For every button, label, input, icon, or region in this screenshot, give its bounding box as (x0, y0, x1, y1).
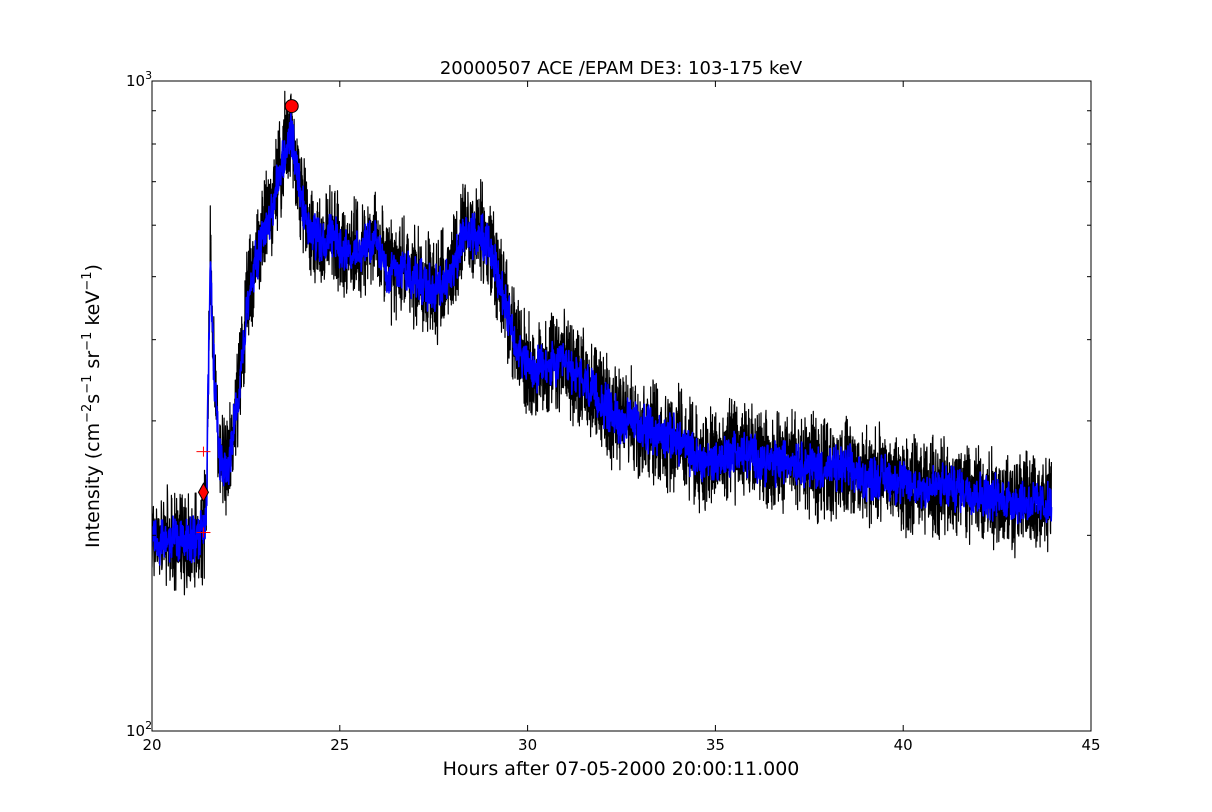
x-tick-label: 30 (518, 736, 537, 754)
x-axis-ticks: 20 25 30 35 40 45 (142, 81, 1101, 754)
x-tick-label: 35 (706, 736, 725, 754)
y-label-exp3: −1 (80, 332, 95, 351)
y-label-s: s (82, 394, 104, 404)
y-axis-label: Intensity (cm−2s−1 sr−1 keV−1) (80, 264, 104, 548)
y-label-sr: sr (82, 351, 104, 375)
axes-frame (151, 80, 1092, 732)
peak-marker (284, 99, 299, 114)
plot-area (152, 90, 1053, 596)
onset-bound-marker-3 (196, 527, 211, 538)
onset-marker (197, 482, 210, 503)
y-tick-label: 103 (126, 69, 152, 90)
y-tick-label: 102 (126, 719, 152, 740)
y-label-exp1: −2 (80, 404, 95, 423)
y-label-exp4: −1 (80, 271, 95, 290)
y-label-prefix: Intensity (cm (82, 423, 104, 548)
y-axis-ticks: 102 103 (126, 69, 1091, 740)
marker-layer (196, 99, 299, 538)
x-axis-label: Hours after 07-05-2000 20:00:11.000 (443, 758, 800, 780)
chart-title: 20000507 ACE /EPAM DE3: 103-175 keV (440, 58, 803, 79)
x-tick-label: 25 (330, 736, 349, 754)
x-tick-label: 45 (1081, 736, 1100, 754)
y-label-suffix: ) (82, 264, 104, 271)
x-tick-label: 40 (894, 736, 913, 754)
series-line-smoothed (152, 112, 1053, 566)
x-tick-label: 20 (142, 736, 161, 754)
y-label-exp2: −1 (80, 375, 95, 394)
onset-bound-marker-2 (196, 446, 211, 457)
series-layer (152, 90, 1053, 596)
y-label-kev: keV (82, 291, 104, 332)
